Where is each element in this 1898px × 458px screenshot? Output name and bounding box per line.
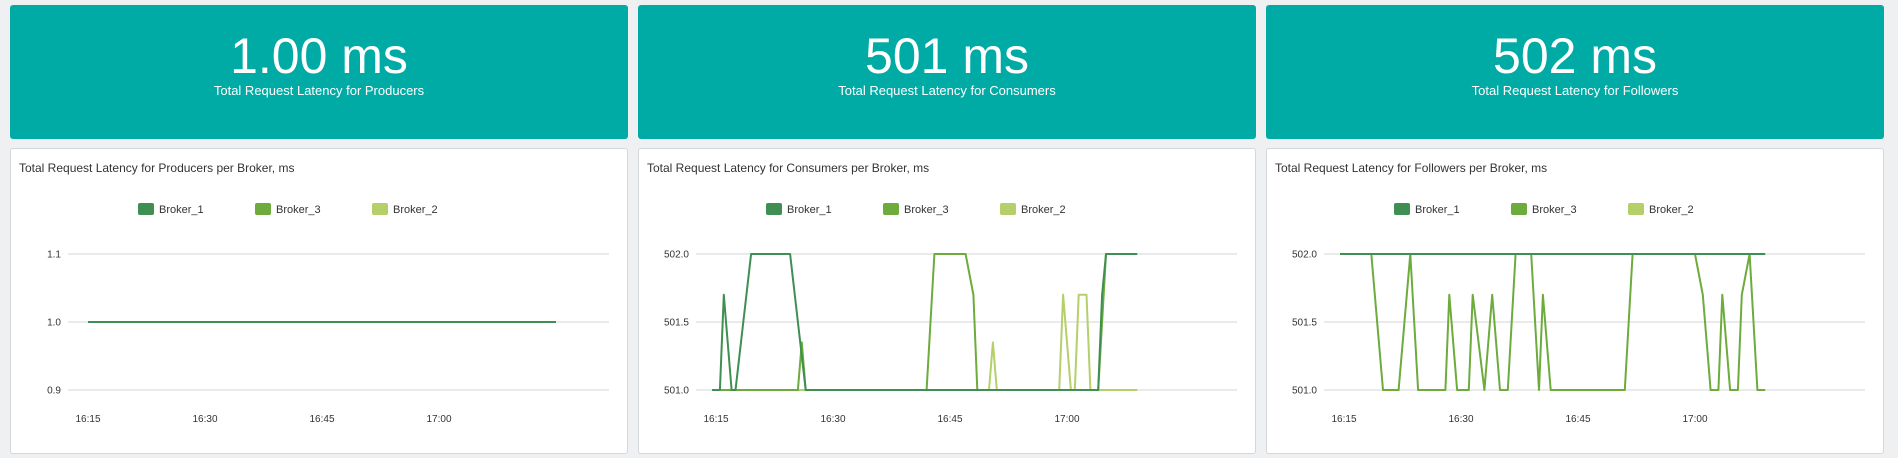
legend-label[interactable]: Broker_3 (904, 204, 949, 216)
series-line-broker-1 (712, 253, 1138, 391)
x-tick-label: 16:15 (703, 414, 728, 425)
x-tick-label: 16:30 (820, 414, 845, 425)
legend-swatch[interactable] (138, 203, 154, 215)
producers-latency-tile: 1.00 ms Total Request Latency for Produc… (10, 5, 628, 139)
consumers-latency-chart: 501.0 501.5 502.0 16:15 16:30 16:45 17:00 Broke… (664, 203, 1237, 425)
legend-label[interactable]: Broker_2 (1649, 204, 1694, 216)
legend-swatch[interactable] (1628, 203, 1644, 215)
legend-swatch[interactable] (766, 203, 782, 215)
chart-title: Total Request Latency for Consumers per … (647, 161, 930, 175)
x-tick-label: 16:45 (1565, 414, 1590, 425)
producers-latency-chart: 0.9 1.0 1.1 16:15 16:30 16:45 17:00 Broker_1 Bro… (47, 203, 609, 425)
followers-chart-panel: Total Request Latency for Followers per … (1266, 148, 1884, 454)
producers-chart-panel: Total Request Latency for Producers per … (10, 148, 628, 454)
consumers-latency-tile: 501 ms Total Request Latency for Consume… (638, 5, 1256, 139)
y-tick-label: 501.0 (664, 386, 689, 397)
x-tick-label: 16:30 (1448, 414, 1473, 425)
legend-label[interactable]: Broker_1 (787, 204, 832, 216)
y-tick-label: 502.0 (664, 250, 689, 261)
producers-latency-value: 1.00 ms (230, 28, 408, 84)
x-tick-label: 16:45 (937, 414, 962, 425)
followers-latency-label: Total Request Latency for Followers (1471, 83, 1679, 98)
followers-latency-tile: 502 ms Total Request Latency for Followe… (1266, 5, 1884, 139)
followers-latency-value: 502 ms (1493, 28, 1657, 84)
consumers-chart-panel: Total Request Latency for Consumers per … (638, 148, 1256, 454)
x-tick-label: 16:15 (1331, 414, 1356, 425)
legend-label[interactable]: Broker_3 (1532, 204, 1577, 216)
followers-latency-chart: 501.0 501.5 502.0 16:15 16:30 16:45 17:00 Broke… (1292, 203, 1865, 425)
y-tick-label: 1.1 (47, 250, 61, 261)
y-tick-label: 1.0 (47, 318, 61, 329)
legend-label[interactable]: Broker_2 (393, 204, 438, 216)
legend-swatch[interactable] (255, 203, 271, 215)
legend-swatch[interactable] (1000, 203, 1016, 215)
legend-label[interactable]: Broker_3 (276, 204, 321, 216)
consumers-latency-label: Total Request Latency for Consumers (838, 83, 1056, 98)
legend-label[interactable]: Broker_2 (1021, 204, 1066, 216)
legend-swatch[interactable] (883, 203, 899, 215)
y-tick-label: 501.5 (664, 318, 689, 329)
y-tick-label: 501.0 (1292, 386, 1317, 397)
x-tick-label: 17:00 (426, 414, 451, 425)
legend-swatch[interactable] (372, 203, 388, 215)
y-tick-label: 501.5 (1292, 318, 1317, 329)
legend-label[interactable]: Broker_1 (1415, 204, 1460, 216)
y-tick-label: 0.9 (47, 386, 61, 397)
producers-latency-label: Total Request Latency for Producers (213, 83, 425, 98)
x-tick-label: 17:00 (1054, 414, 1079, 425)
x-tick-label: 17:00 (1682, 414, 1707, 425)
legend-swatch[interactable] (1394, 203, 1410, 215)
x-tick-label: 16:45 (309, 414, 334, 425)
series-line-broker-2 (712, 293, 1138, 391)
chart-title: Total Request Latency for Followers per … (1275, 161, 1548, 175)
legend-swatch[interactable] (1511, 203, 1527, 215)
x-tick-label: 16:30 (192, 414, 217, 425)
chart-title: Total Request Latency for Producers per … (19, 161, 295, 175)
y-tick-label: 502.0 (1292, 250, 1317, 261)
x-tick-label: 16:15 (75, 414, 100, 425)
consumers-latency-value: 501 ms (865, 28, 1029, 84)
legend-label[interactable]: Broker_1 (159, 204, 204, 216)
